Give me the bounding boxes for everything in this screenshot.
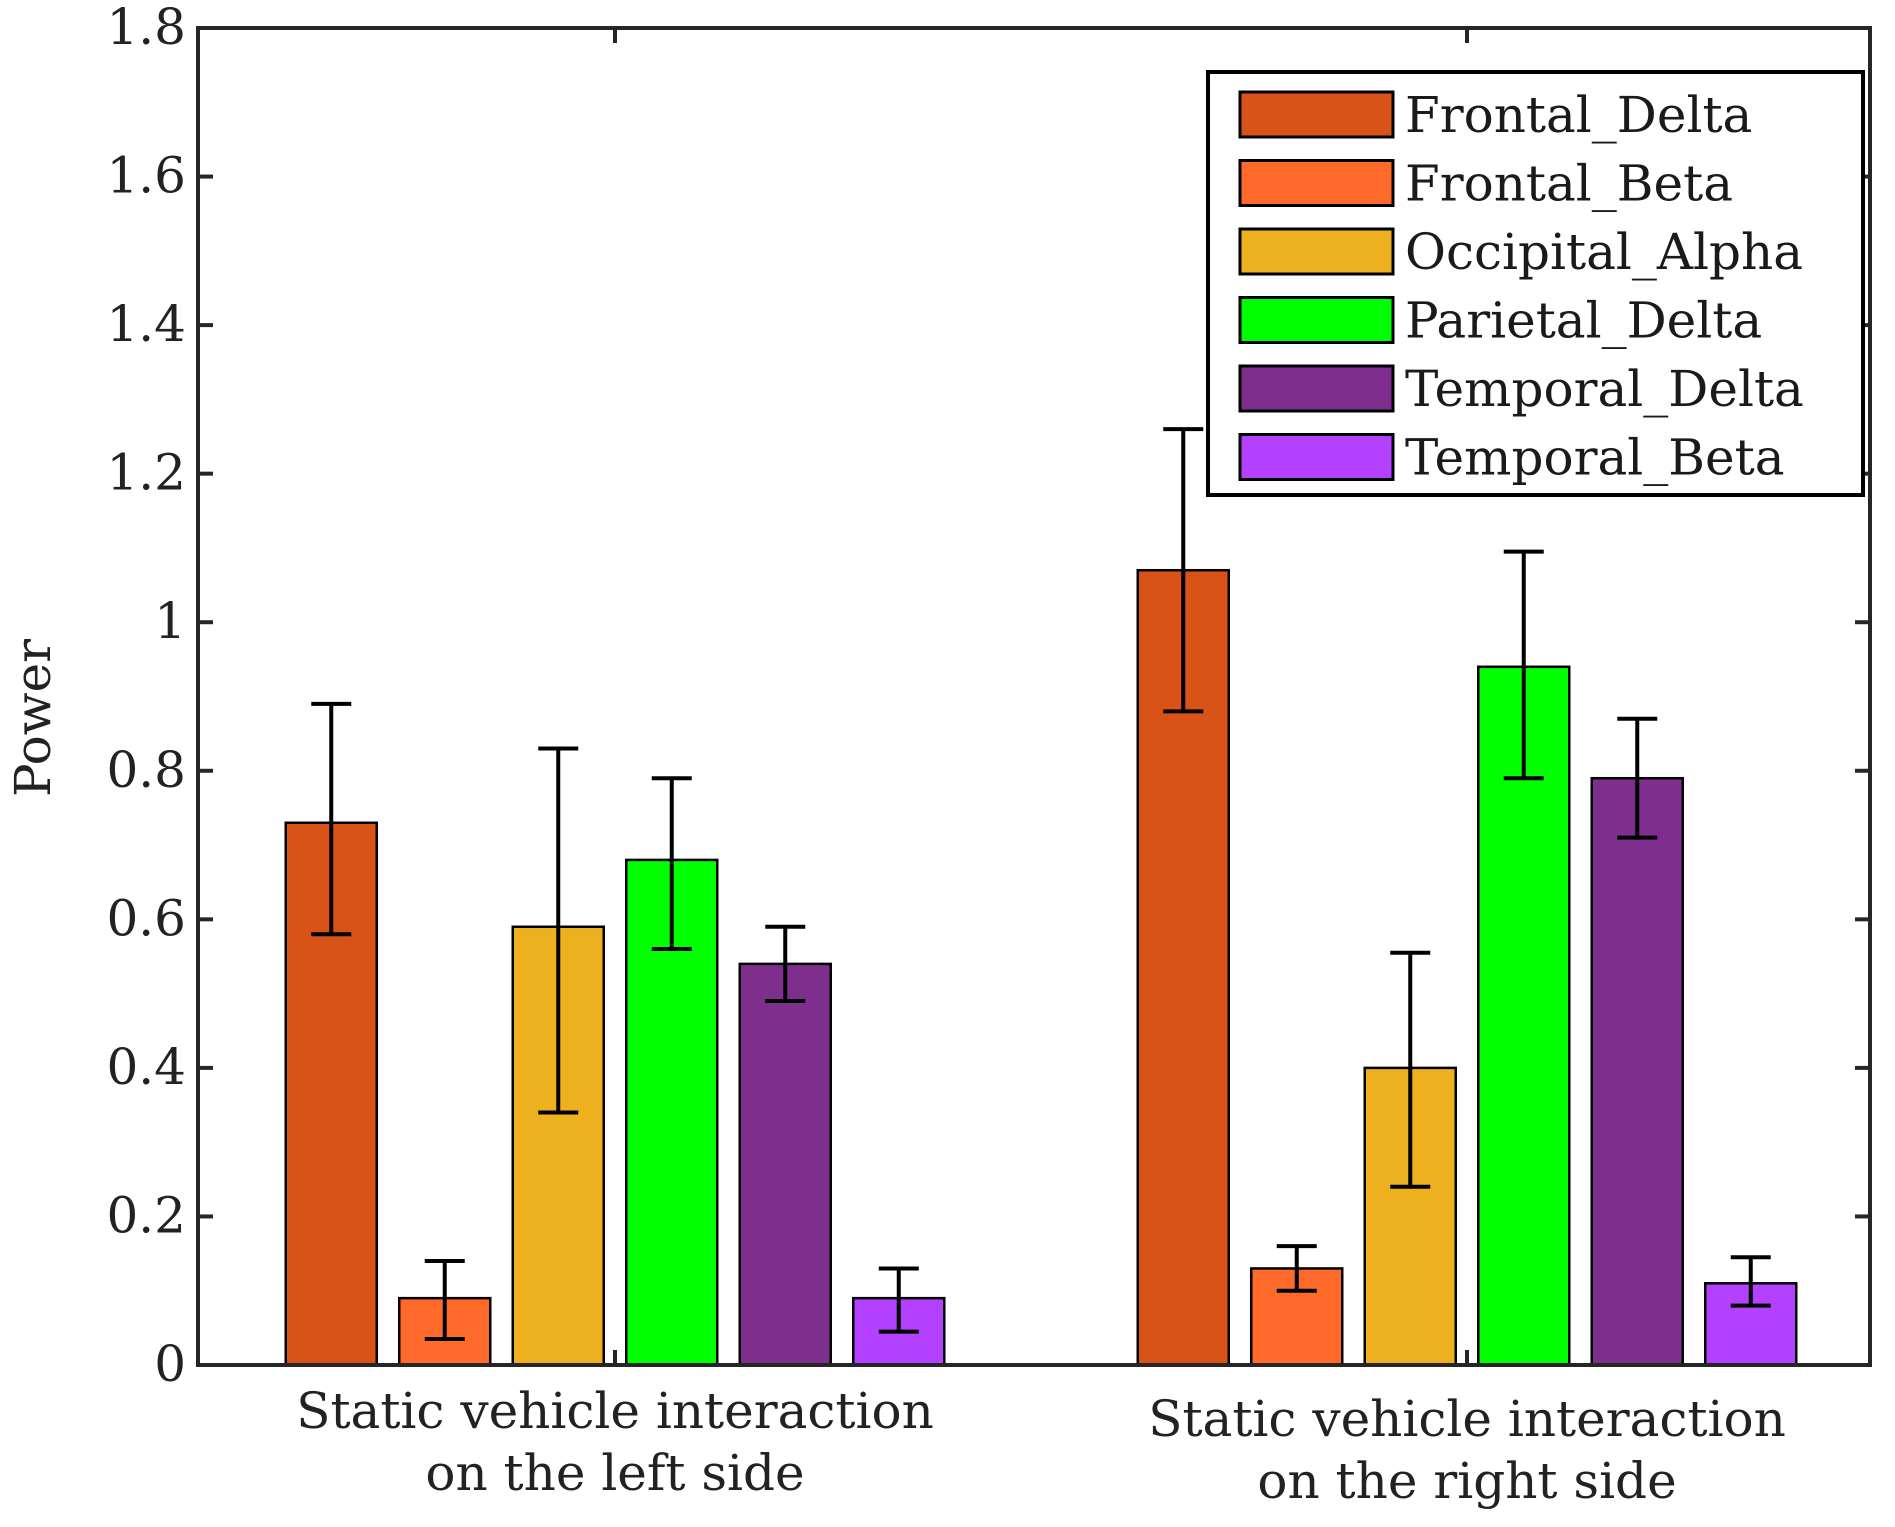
legend-label: Parietal_Delta	[1405, 292, 1762, 350]
error-bars	[311, 427, 1771, 1342]
legend-swatch	[1238, 296, 1395, 344]
bars	[284, 568, 1798, 1367]
legend-label: Occipital_Alpha	[1405, 223, 1803, 281]
legend-box	[1206, 70, 1865, 497]
plot-frame	[196, 26, 1872, 1367]
y-tick-label: 1.8	[106, 0, 186, 56]
y-tick-label: 0.4	[106, 1038, 186, 1096]
legend-label: Frontal_Beta	[1405, 155, 1733, 213]
bar-frontal-beta-right	[1250, 1267, 1344, 1367]
y-tick-label: 1.2	[106, 444, 186, 502]
legend-label: Frontal_Delta	[1405, 86, 1752, 144]
x-category-label: Static vehicle interaction	[296, 1382, 934, 1440]
legend-label: Temporal_Beta	[1405, 429, 1785, 487]
legend-swatch	[1238, 364, 1395, 413]
y-tick-label: 1.6	[106, 147, 186, 205]
y-tick-label: 0.2	[106, 1186, 186, 1244]
y-tick-label: 0	[154, 1335, 186, 1393]
bar-temporal-delta-right	[1590, 776, 1684, 1367]
legend-swatch	[1238, 159, 1395, 207]
legend-swatch	[1238, 433, 1395, 481]
bar-parietal-delta-right	[1477, 665, 1571, 1367]
x-category-label: on the right side	[1257, 1452, 1676, 1510]
x-category-label: Static vehicle interaction	[1148, 1390, 1786, 1448]
y-tick-label: 1	[154, 592, 186, 650]
x-category-label: on the left side	[425, 1444, 804, 1502]
legend-swatch	[1238, 227, 1395, 276]
legend-label: Temporal_Delta	[1405, 360, 1804, 418]
y-axis-label: Power	[4, 639, 62, 797]
y-tick-label: 1.4	[106, 295, 186, 353]
legend-swatch	[1238, 90, 1395, 139]
y-tick-label: 0.8	[106, 741, 186, 799]
y-tick-label: 0.6	[106, 889, 186, 947]
legend: Frontal_Delta Frontal_Beta Occipital_Alpha…	[1206, 70, 1865, 497]
y-axis-ticks: 0 0.2 0.4 0.6 0.8 1 1.2 1.4 1.6 1.8	[106, 0, 1870, 1393]
bar-temporal-delta-left	[738, 962, 832, 1367]
axes	[196, 26, 1872, 1367]
